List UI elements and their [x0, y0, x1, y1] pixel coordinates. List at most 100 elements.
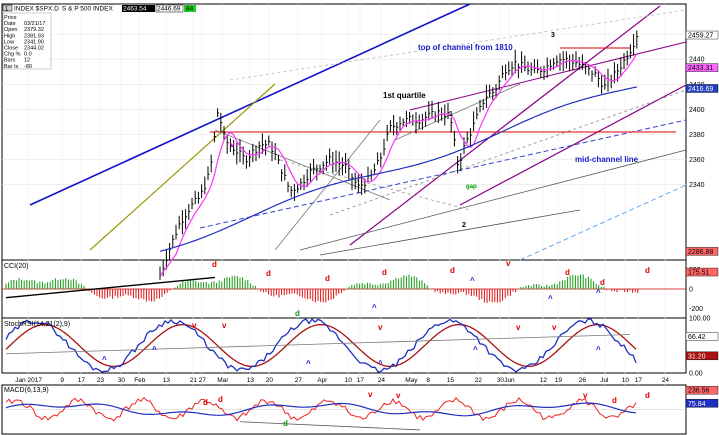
price-bars: [159, 30, 639, 280]
info-label: Bar Ix: [4, 64, 19, 70]
dashed-channel: [329, 89, 687, 216]
info-label: High: [4, 33, 15, 39]
stoch-annotation: ^: [596, 345, 601, 354]
x-tick-label: 17: [357, 377, 365, 384]
price-tick-label: 2360: [689, 157, 705, 164]
close-price-box: [155, 4, 184, 13]
cci-annotation: d: [382, 268, 387, 277]
x-tick-label: 22: [475, 377, 483, 384]
cci-trendline: [5, 276, 216, 299]
stoch-annotation: v: [552, 323, 557, 332]
x-tick-label: 12: [540, 377, 548, 384]
macd-label: MACD(6,13,9): [4, 387, 49, 394]
cci-annotation: ^: [470, 276, 475, 285]
price-annotation: gap: [466, 184, 477, 190]
info-value: 0.0: [24, 52, 32, 58]
stoch-value-tag-text: 66.42: [688, 334, 706, 341]
stoch-value-tag-text: 31.20: [688, 353, 706, 360]
stoch-main-line: [5, 318, 637, 373]
cci-annotation: ^: [548, 294, 553, 303]
price-value-tag: [685, 84, 719, 93]
price-annotation: top of channel from 1810: [418, 43, 513, 52]
info-value: 12: [24, 58, 30, 64]
info-value: 2381.93: [24, 33, 44, 39]
cci-annotation: d: [325, 274, 330, 283]
info-label: Open: [4, 27, 17, 33]
macd-annotation: d: [203, 398, 208, 407]
cci-label: CCI(20): [4, 263, 29, 270]
grey-diagonal: [214, 129, 391, 201]
x-tick-label: Apr: [317, 377, 328, 384]
cci-annotation: d: [600, 278, 605, 287]
x-tick-label: 20: [266, 377, 274, 384]
price-tick-label: 2340: [689, 182, 705, 189]
fast-moving-average: [159, 53, 638, 276]
dashed-support: [279, 159, 471, 211]
macd-annotation: d: [218, 395, 223, 404]
olive-trendline: [89, 83, 276, 251]
x-tick-label: 13: [247, 377, 255, 384]
info-value: 2379.32: [24, 27, 44, 33]
price-value-tag: [685, 247, 719, 256]
stoch-value-tag: [685, 332, 719, 341]
macd-annotation: v: [396, 391, 401, 400]
info-label: Price: [4, 15, 17, 21]
stoch-tick-label: 0.00: [689, 371, 703, 378]
top-channel-line: [29, 3, 471, 206]
chart-title: S & P 500 INDEX: [62, 6, 113, 13]
info-label: Chg %: [4, 52, 21, 58]
x-tick-label: 19: [555, 377, 563, 384]
price-annotation: 2: [462, 222, 466, 229]
x-tick-label: 13: [163, 377, 171, 384]
date-marker: 1: [5, 7, 9, 13]
macd-value-tag: [685, 385, 719, 395]
price-value-tag: [685, 30, 719, 40]
price-annotation: 1st quartile: [383, 91, 426, 100]
macd-annotation: v: [583, 391, 588, 400]
cci-annotation: d: [266, 269, 271, 278]
info-label: Bars: [4, 58, 16, 64]
indicators: 2000-200175.51ddddddddd^^^^v100.000.0066…: [2, 259, 719, 431]
cci-annotation: d: [645, 266, 650, 275]
x-tick-label: 27: [295, 377, 303, 384]
x-tick-label: 15: [447, 377, 455, 384]
x-tick-label: 30: [118, 377, 126, 384]
last-price: 2463.54: [123, 6, 147, 13]
grey-diagonal-2: [274, 119, 381, 251]
stoch-annotation: ^: [152, 345, 157, 354]
x-tick-label: Jan 2017: [15, 377, 42, 384]
info-value: 2341.90: [24, 39, 44, 45]
slow-moving-average: [159, 86, 637, 252]
macd-annotation: d: [612, 396, 617, 405]
stoch-trendline: [5, 334, 631, 355]
cci-value-tag: [685, 267, 719, 277]
date-marker-box: [2, 4, 13, 12]
info-value: 03/21/17: [24, 21, 45, 27]
stoch-annotation: ^: [102, 355, 107, 364]
x-tick-label: 30: [497, 377, 505, 384]
x-tick-label: 21: [190, 377, 198, 384]
macd-annotation: d: [645, 391, 650, 400]
cci-annotation: ^: [596, 288, 601, 297]
cci-annotation: d: [295, 309, 300, 318]
cci-annotation: d: [212, 260, 217, 269]
stoch-annotation: ^: [378, 359, 383, 368]
info-box-frame: [2, 12, 52, 70]
x-tick-label: May: [405, 377, 418, 384]
x-tick-label: 24: [378, 377, 386, 384]
close-price: 2446.69: [157, 6, 181, 13]
macd-value-tag: [685, 399, 719, 408]
macd-annotation: d: [283, 419, 288, 428]
grey-trendline: [299, 149, 687, 251]
macd-signal-line: [5, 402, 637, 417]
badge: 84: [186, 6, 194, 13]
cci-value-tag-text: 175.51: [688, 270, 710, 277]
x-tick-label: 10: [345, 377, 353, 384]
x-tick-label: 24: [662, 377, 670, 384]
stoch-annotation: v: [222, 321, 227, 330]
last-price-box: [122, 5, 155, 12]
macd-value-tag-text: 75.84: [688, 401, 706, 408]
price-annotation: mid-channel line: [575, 155, 639, 164]
macd-annotation: v: [368, 390, 373, 399]
